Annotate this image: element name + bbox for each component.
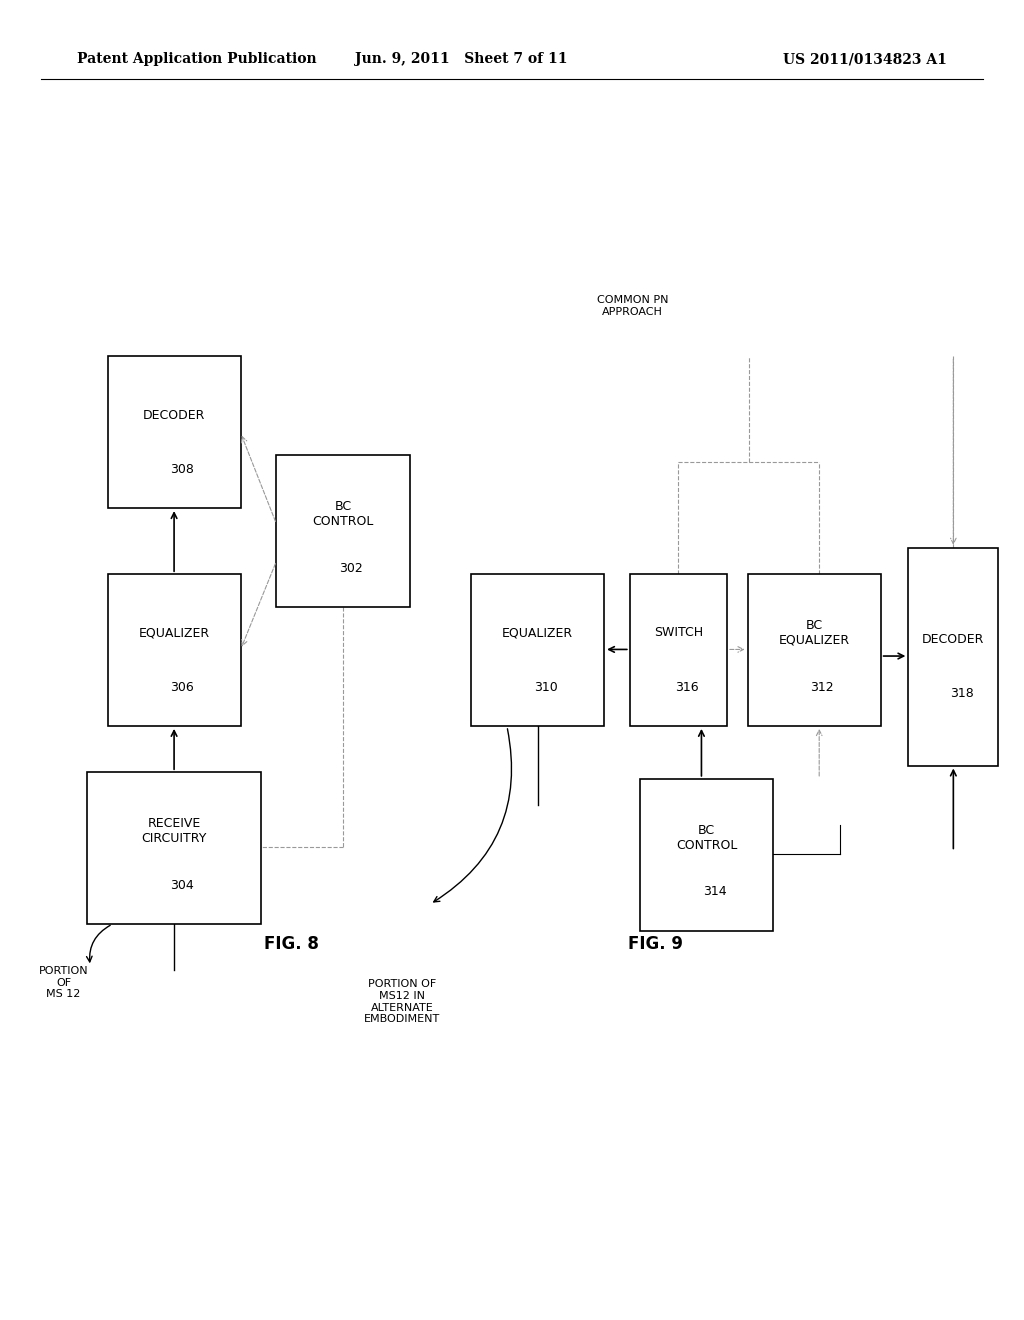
Text: EQUALIZER: EQUALIZER <box>502 627 573 639</box>
Bar <box>276 455 410 607</box>
Text: 318: 318 <box>949 688 974 700</box>
Text: BC
CONTROL: BC CONTROL <box>312 500 374 528</box>
Text: 316: 316 <box>675 681 698 693</box>
Bar <box>908 548 998 766</box>
Text: PORTION
OF
MS 12: PORTION OF MS 12 <box>39 966 88 999</box>
Bar <box>640 779 773 931</box>
Text: 310: 310 <box>534 681 558 693</box>
Text: Jun. 9, 2011   Sheet 7 of 11: Jun. 9, 2011 Sheet 7 of 11 <box>354 53 567 66</box>
Text: US 2011/0134823 A1: US 2011/0134823 A1 <box>783 53 947 66</box>
Text: FIG. 9: FIG. 9 <box>628 935 683 953</box>
Text: EQUALIZER: EQUALIZER <box>138 627 210 639</box>
Bar <box>471 574 604 726</box>
Text: PORTION OF
MS12 IN
ALTERNATE
EMBODIMENT: PORTION OF MS12 IN ALTERNATE EMBODIMENT <box>365 979 440 1024</box>
Text: RECEIVE
CIRCUITRY: RECEIVE CIRCUITRY <box>141 817 207 845</box>
Bar <box>630 574 727 726</box>
Text: 314: 314 <box>702 886 727 898</box>
Text: FIG. 8: FIG. 8 <box>264 935 319 953</box>
Text: 312: 312 <box>810 681 835 693</box>
Text: 304: 304 <box>170 879 195 891</box>
Text: SWITCH: SWITCH <box>654 627 702 639</box>
Text: BC
CONTROL: BC CONTROL <box>676 824 737 851</box>
Bar <box>87 772 261 924</box>
Bar <box>108 574 241 726</box>
Text: COMMON PN
APPROACH: COMMON PN APPROACH <box>597 296 669 317</box>
Text: 308: 308 <box>170 463 195 475</box>
Text: DECODER: DECODER <box>923 634 984 645</box>
Text: 302: 302 <box>339 562 364 574</box>
Text: Patent Application Publication: Patent Application Publication <box>77 53 316 66</box>
Bar <box>108 356 241 508</box>
Text: BC
EQUALIZER: BC EQUALIZER <box>778 619 850 647</box>
Text: 306: 306 <box>170 681 195 693</box>
Bar <box>748 574 881 726</box>
Text: DECODER: DECODER <box>143 409 205 421</box>
